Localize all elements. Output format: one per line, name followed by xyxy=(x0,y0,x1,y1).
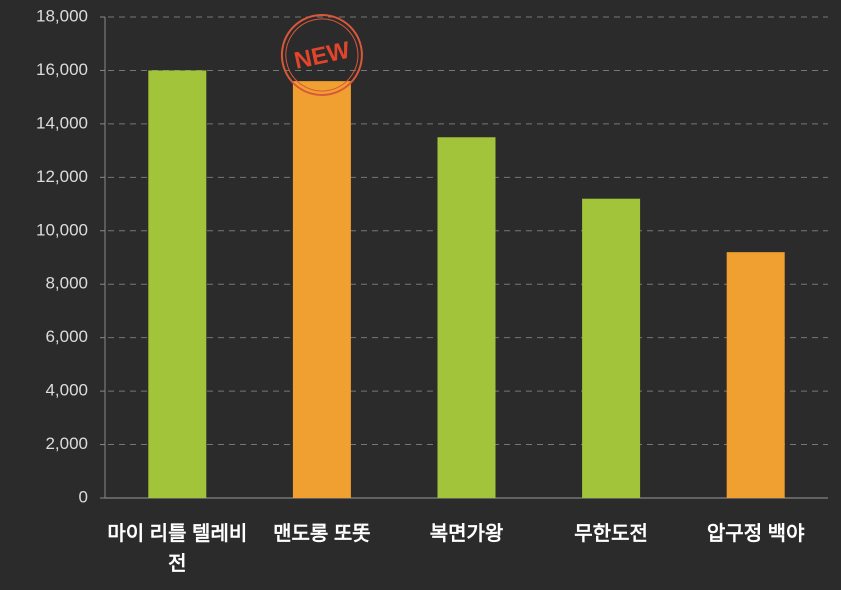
x-tick-label: 압구정 백야 xyxy=(706,523,805,545)
y-tick-label: 18,000 xyxy=(36,6,88,25)
bar xyxy=(582,198,641,498)
y-tick-label: 2,000 xyxy=(45,434,88,453)
annotation: NEW xyxy=(292,37,353,75)
y-tick-label: 0 xyxy=(79,487,88,506)
bar xyxy=(726,252,785,498)
bar xyxy=(148,70,207,498)
x-tick-label: 무한도전 xyxy=(574,523,648,545)
bar xyxy=(437,137,496,498)
x-tick-label: 맨도롱 또똣 xyxy=(273,523,371,545)
stamp-ring xyxy=(285,18,359,92)
y-tick-label: 6,000 xyxy=(45,327,88,346)
y-tick-label: 4,000 xyxy=(45,381,88,400)
x-tick-label: 복면가왕 xyxy=(429,523,504,545)
stamp-ring xyxy=(280,14,363,96)
y-tick-label: 14,000 xyxy=(36,113,88,132)
y-tick-label: 12,000 xyxy=(36,167,88,186)
y-tick-label: 16,000 xyxy=(36,60,88,79)
y-tick-label: 10,000 xyxy=(36,220,88,239)
bar xyxy=(292,81,351,498)
x-tick-label: 마이 리틀 텔레비전 xyxy=(107,523,248,575)
y-tick-label: 8,000 xyxy=(45,274,88,293)
